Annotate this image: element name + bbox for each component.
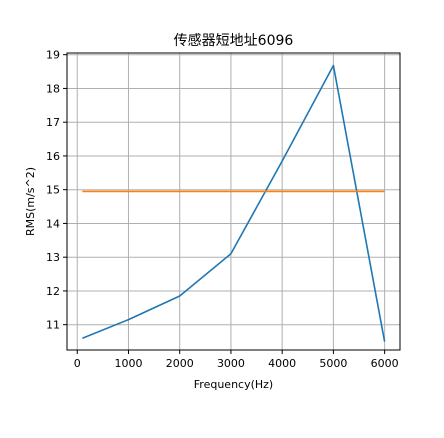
- y-tick-label: 19: [46, 49, 60, 62]
- y-axis-label: RMS(m/s^2): [24, 167, 37, 236]
- x-tick-label: 1000: [114, 357, 142, 370]
- y-tick-label: 16: [46, 150, 60, 163]
- x-axis-ticks: 0 1000 2000 3000 4000 5000 6000: [74, 350, 399, 370]
- chart-title: 传感器短地址6096: [174, 32, 294, 49]
- grid: [67, 53, 400, 350]
- x-tick-label: 3000: [217, 357, 245, 370]
- y-axis-ticks: 11 12 13 14 15 16 17 18 19: [46, 49, 67, 332]
- x-axis-label: Frequency(Hz): [194, 378, 273, 391]
- y-tick-label: 13: [46, 251, 60, 264]
- x-tick-label: 5000: [319, 357, 347, 370]
- y-tick-label: 14: [46, 217, 60, 230]
- series-line-1: [82, 64, 386, 342]
- x-tick-label: 0: [74, 357, 81, 370]
- plot-series: [82, 64, 386, 342]
- x-tick-label: 2000: [166, 357, 194, 370]
- x-tick-label: 4000: [268, 357, 296, 370]
- y-tick-label: 12: [46, 285, 60, 298]
- x-tick-label: 6000: [371, 357, 399, 370]
- y-tick-label: 18: [46, 82, 60, 95]
- y-tick-label: 11: [46, 319, 60, 332]
- plot-frame: [66, 52, 401, 351]
- y-tick-label: 15: [46, 184, 60, 197]
- y-tick-label: 17: [46, 116, 60, 129]
